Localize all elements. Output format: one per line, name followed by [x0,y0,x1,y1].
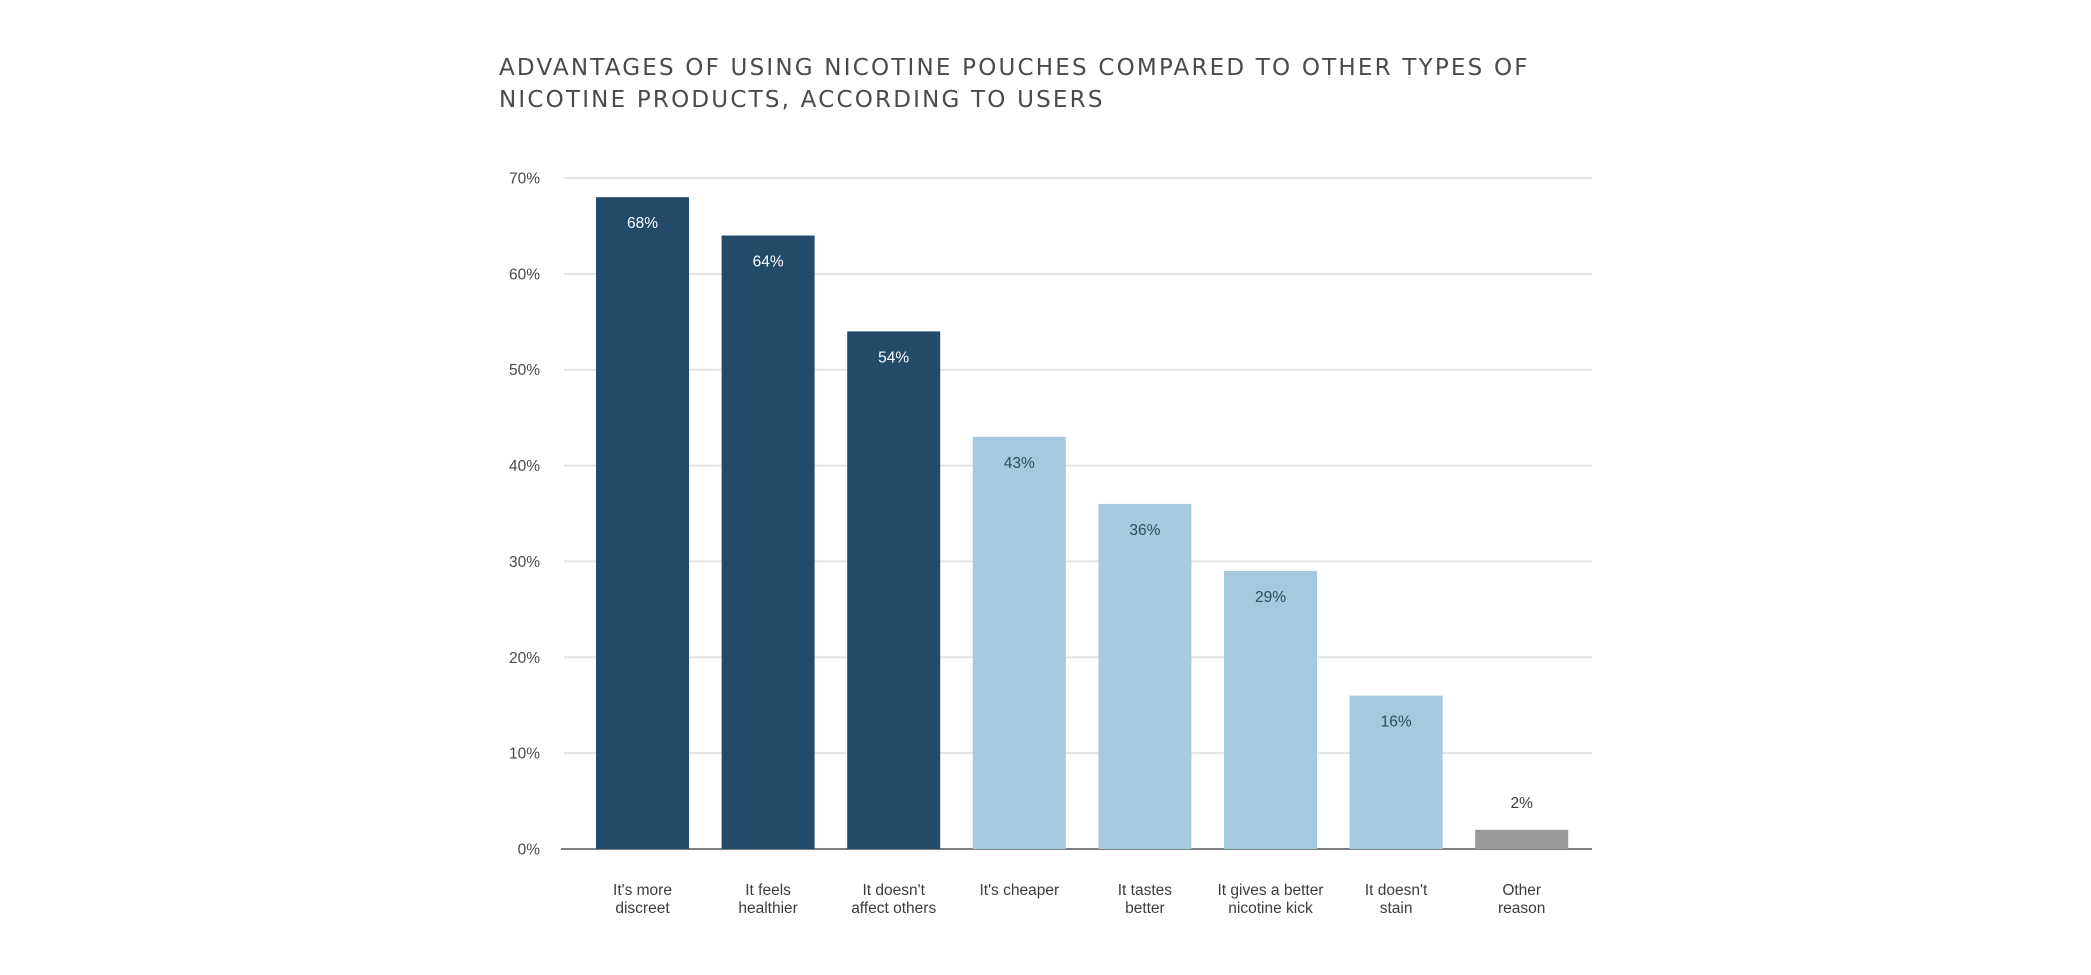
chart-title-line-1: ADVANTAGES OF USING NICOTINE POUCHES COM… [499,55,1530,81]
x-tick-label: affect others [851,900,936,917]
x-tick-label: It's more [613,882,672,899]
bar [1098,503,1192,849]
data-label: 54% [878,349,909,366]
data-label: 16% [1381,714,1412,731]
bar [596,197,689,849]
bar [721,235,815,849]
bar [1475,829,1569,849]
x-tick-label: It gives a better [1218,882,1324,899]
y-tick-label: 20% [509,650,540,667]
x-tick-label: discreet [615,900,670,917]
data-label: 68% [627,215,658,232]
data-label: 64% [753,254,784,271]
bars [596,197,1569,849]
y-tick-label: 50% [509,362,540,379]
y-tick-label: 70% [509,171,540,188]
x-tick-label: stain [1380,900,1413,917]
chart-title-line-2: NICOTINE PRODUCTS, ACCORDING TO USERS [499,87,1105,113]
x-tick-label: healthier [738,900,797,917]
x-tick-label: reason [1498,900,1545,917]
x-tick-label: It feels [745,882,791,899]
data-label: 36% [1129,522,1160,539]
y-tick-label: 40% [509,458,540,475]
y-tick-label: 10% [509,746,540,763]
data-labels: 68% 64% 54% 43% 36% 29% 16% 2% [627,215,1533,812]
y-tick-label: 0% [518,842,541,859]
bar [972,436,1066,849]
y-tick-label: 30% [509,554,540,571]
bar [1349,695,1443,849]
bar [847,331,941,849]
data-label: 2% [1510,795,1533,812]
x-tick-label: It's cheaper [979,882,1059,899]
x-tick-label: It doesn't [862,882,925,899]
x-tick-label: It doesn't [1365,882,1428,899]
bar [1224,571,1317,849]
x-tick-label: nicotine kick [1228,900,1313,917]
x-tick-label: better [1125,900,1165,917]
chart-title: ADVANTAGES OF USING NICOTINE POUCHES COM… [499,52,1649,116]
x-tick-label: It tastes [1118,882,1173,899]
data-label: 29% [1255,589,1286,606]
y-tick-label: 60% [509,266,540,283]
x-tick-label: Other [1502,882,1541,899]
y-axis-tick-labels: 0% 10% 20% 30% 40% 50% 60% 70% [509,171,540,859]
data-label: 43% [1004,455,1035,472]
